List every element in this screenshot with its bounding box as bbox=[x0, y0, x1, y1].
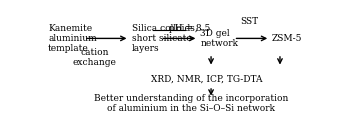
Text: cation
exchange: cation exchange bbox=[73, 48, 116, 67]
Text: 3D gel
network: 3D gel network bbox=[200, 29, 238, 48]
Text: Kanemite
aluminium
template: Kanemite aluminium template bbox=[48, 24, 97, 53]
Text: pH = 8.5: pH = 8.5 bbox=[169, 24, 210, 33]
Text: ZSM-5: ZSM-5 bbox=[272, 34, 303, 43]
Text: SST: SST bbox=[240, 17, 259, 26]
Text: Silica colloids,
short silicate
layers: Silica colloids, short silicate layers bbox=[132, 24, 197, 53]
Text: Better understanding of the incorporation
of aluminium in the Si–O–Si network: Better understanding of the incorporatio… bbox=[94, 94, 288, 113]
Text: XRD, NMR, ICP, TG-DTA: XRD, NMR, ICP, TG-DTA bbox=[151, 75, 263, 84]
